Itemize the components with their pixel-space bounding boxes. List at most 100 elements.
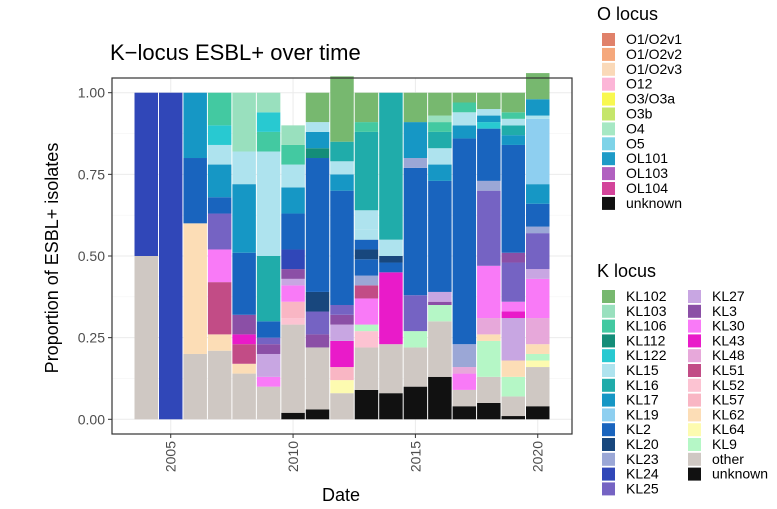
legend-o-label: O1/O2v3 — [626, 61, 682, 77]
legend-k-key-kl19 — [602, 408, 615, 422]
bar-segment-2013-kl102 — [354, 92, 379, 123]
bar-segment-2017-kl102 — [452, 92, 477, 103]
bar-segment-2020-kl64 — [526, 360, 550, 368]
bar-segment-2019-kl9 — [501, 376, 526, 397]
legend-k-label: KL9 — [712, 436, 737, 452]
bar-segment-2019-kl106 — [501, 112, 526, 119]
bar-segment-2019-kl17 — [501, 135, 526, 145]
bar-segment-2019-unknown — [501, 416, 526, 420]
bar-segment-2018-kl25 — [477, 190, 501, 266]
bar-segment-2018-kl30 — [477, 265, 501, 319]
bar-segment-2013-kl30 — [354, 298, 379, 325]
bar-segment-2008-kl51 — [232, 344, 256, 364]
legend-k-label: KL20 — [626, 436, 659, 452]
legend-o-key-ol104 — [602, 182, 615, 195]
bar-segment-2008-kl17 — [232, 184, 256, 253]
legend-k-label: KL102 — [626, 288, 667, 304]
bar-segment-2009-kl15 — [256, 151, 281, 256]
bar-segment-2015-other — [403, 347, 428, 387]
y-tick-label: 1.00 — [78, 85, 105, 101]
legend-k-label: KL106 — [626, 318, 667, 334]
bar-segment-2014-other — [379, 344, 403, 394]
bar-segment-2008-kl62 — [232, 363, 256, 374]
x-tick-label: 2005 — [163, 441, 179, 472]
bar-segment-2018-kl9 — [477, 340, 501, 377]
legend-o-key-o1-o2v2 — [602, 47, 615, 61]
legend-o-label: O5 — [626, 135, 645, 151]
legend-o-label: O3/O3a — [626, 91, 675, 107]
bar-segment-2014-kl20 — [379, 256, 403, 263]
bar-segment-2009-kl106 — [256, 131, 281, 152]
bar-segment-2008-kl2 — [232, 252, 256, 315]
bar-segment-2015-kl9 — [403, 331, 428, 348]
bar-segment-2007-kl25 — [207, 213, 232, 250]
legend-k-key-unknown — [688, 467, 701, 481]
legend-k-label: KL103 — [626, 303, 667, 319]
bar-segment-2019-kl25 — [501, 262, 526, 302]
y-tick-label: 0.25 — [78, 330, 105, 346]
bar-segment-2006-other — [183, 353, 207, 420]
y-tick-label: 0.00 — [78, 411, 105, 427]
bar-segment-2007-kl30 — [207, 249, 232, 283]
legend-k-label: KL3 — [712, 303, 737, 319]
legend-k-label: unknown — [712, 466, 768, 482]
bar-segment-2012-kl27 — [330, 324, 354, 341]
bar-segment-2007-kl122 — [207, 125, 232, 145]
bar-segment-2011-kl20 — [305, 291, 330, 312]
legend-o-label: O4 — [626, 120, 645, 136]
bar-segment-2009-kl16 — [256, 256, 281, 322]
bar-segment-2009-kl122 — [256, 112, 281, 132]
bar-segment-2009-kl103 — [256, 92, 281, 113]
bar-segment-2011-unknown — [305, 409, 330, 420]
bar-segment-2014-kl15 — [379, 239, 403, 256]
legend-k-key-kl48 — [688, 349, 701, 363]
legend-k-key-kl103 — [602, 304, 615, 318]
bar-segment-2019-kl2 — [501, 144, 526, 253]
legend-o-locus: O locus O1/O2v1O1/O2v2O1/O2v3O12O3/O3aO3b… — [597, 4, 682, 211]
legend-k-key-kl24 — [602, 467, 615, 481]
legend-o-label: OL103 — [626, 165, 668, 181]
bar-segment-2017-kl23 — [452, 344, 477, 368]
bar-segment-2012-kl2 — [330, 190, 354, 305]
legend-o-label: O12 — [626, 76, 653, 92]
bar-segment-2016-kl2 — [428, 180, 452, 292]
bar-segment-2007-kl106 — [207, 92, 232, 126]
y-tick-label: 0.75 — [78, 166, 105, 182]
bar-segment-2017-kl15 — [452, 112, 477, 126]
legend-k-key-kl3 — [688, 304, 701, 318]
bar-segment-2009-kl30 — [256, 376, 281, 387]
bar-segment-2018-kl122 — [477, 122, 501, 129]
legend-o-label: unknown — [626, 195, 682, 211]
bar-segment-2020-kl25 — [526, 233, 550, 270]
bar-segment-2020-kl19 — [526, 118, 550, 185]
bar-segment-2016-kl103 — [428, 115, 452, 123]
bar-segment-2013-kl15 — [354, 210, 379, 230]
bar-segment-2015-kl102 — [403, 92, 428, 123]
bar-segment-2011-other — [305, 347, 330, 410]
bar-segment-2013-kl51 — [354, 285, 379, 299]
legend-o-title: O locus — [597, 4, 658, 24]
bar-segment-2012-kl57 — [330, 367, 354, 381]
legend-o-key-o12 — [602, 77, 615, 91]
bar-segment-2017-unknown — [452, 406, 477, 420]
bar-segment-2011-kl102 — [305, 92, 330, 123]
bar-segment-2012-kl17 — [330, 174, 354, 191]
bar-segment-2012-kl25 — [330, 304, 354, 315]
legend-k-label: KL17 — [626, 392, 659, 408]
bar-segment-2010-kl17 — [281, 187, 305, 214]
legend-o-key-o1-o2v3 — [602, 62, 615, 76]
bar-segment-2017-kl17 — [452, 125, 477, 139]
bar-segment-2013-kl2 — [354, 239, 379, 250]
legend-k-label: KL48 — [712, 347, 745, 363]
bar-segment-2020-kl9 — [526, 353, 550, 361]
bar-segment-2013-kl106 — [354, 122, 379, 132]
bar-segment-2011-kl112 — [305, 148, 330, 159]
legend-o-key-o3b — [602, 107, 615, 121]
bar-segment-2018-kl62 — [477, 334, 501, 341]
bar-segment-2018-kl48 — [477, 318, 501, 335]
bar-segment-2013-kl16 — [354, 131, 379, 211]
legend-k-key-kl102 — [602, 290, 615, 303]
bar-segment-2011-kl3 — [305, 334, 330, 348]
bar-segment-2013-other — [354, 347, 379, 390]
